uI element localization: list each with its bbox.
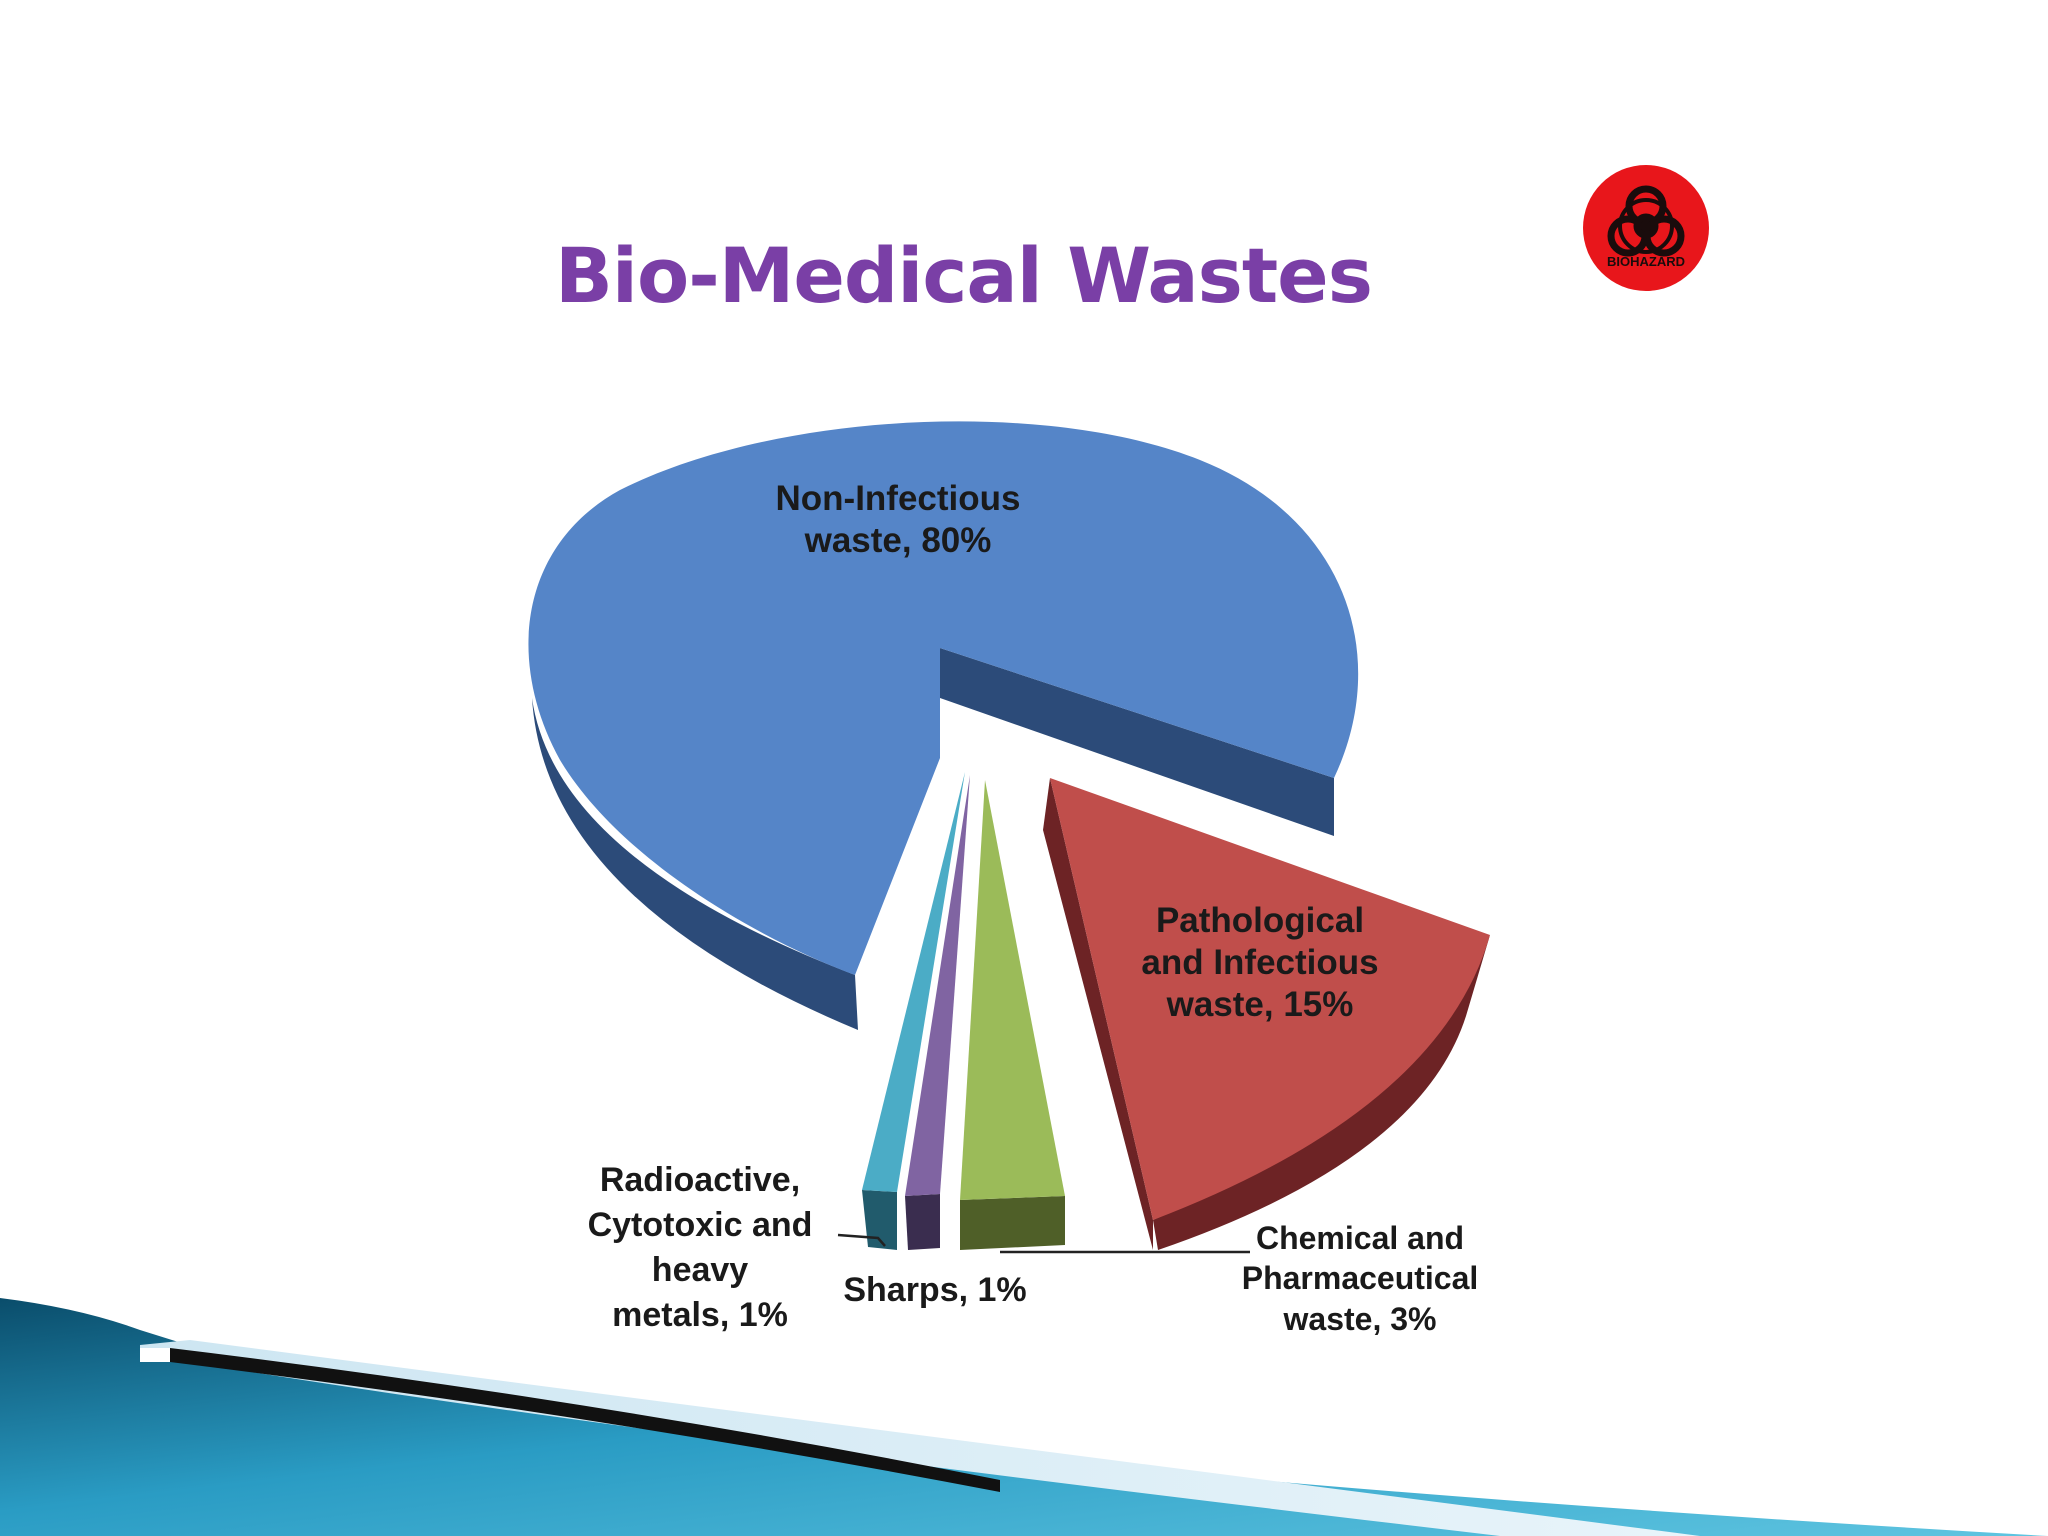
- label-line: waste, 3%: [1283, 1300, 1437, 1337]
- label-line: Pharmaceutical: [1241, 1260, 1479, 1297]
- label-non-infectious: Non-Infectious waste, 80%: [738, 478, 1058, 562]
- slice-sharps: [905, 775, 970, 1196]
- label-line: and Infectious: [1141, 943, 1379, 982]
- slice-side-sharps: [905, 1194, 940, 1250]
- label-line: Cytotoxic and: [587, 1205, 813, 1244]
- label-line: Chemical and: [1255, 1220, 1465, 1256]
- leader-line-radioactive: [837, 1233, 886, 1247]
- slice-side-radioactive: [862, 1190, 897, 1250]
- label-sharps: Sharps, 1%: [810, 1270, 1060, 1311]
- slice-radioactive: [862, 772, 965, 1192]
- label-line: waste, 80%: [804, 521, 992, 560]
- label-line: waste, 15%: [1166, 985, 1354, 1024]
- label-line: Non-Infectious: [775, 479, 1021, 518]
- slice-non-infectious: [528, 421, 1359, 975]
- label-line: Pathological: [1155, 901, 1365, 940]
- biohazard-icon: BIOHAZARD: [1583, 165, 1709, 291]
- label-line: Radioactive,: [599, 1161, 801, 1199]
- slice-pathological: [1050, 778, 1490, 1220]
- slice-side-pathological: [1153, 935, 1490, 1250]
- label-pathological: Pathological and Infectious waste, 15%: [1110, 900, 1410, 1026]
- slice-side-non-infectious-cut: [940, 648, 1334, 836]
- slice-chemical: [960, 780, 1065, 1200]
- slide-title: Bio-Medical Wastes: [555, 231, 1373, 320]
- label-line: Sharps, 1%: [843, 1271, 1027, 1309]
- biohazard-badge-text: BIOHAZARD: [1607, 254, 1685, 269]
- label-line: metals, 1%: [612, 1295, 788, 1334]
- label-line: heavy: [651, 1250, 749, 1289]
- slice-side-non-infectious: [532, 698, 858, 1030]
- label-radioactive: Radioactive, Cytotoxic and heavy metals,…: [555, 1158, 845, 1338]
- slice-side-pathological-cut: [1043, 778, 1153, 1250]
- slice-side-chemical: [960, 1196, 1065, 1250]
- label-chemical: Chemical and Pharmaceutical waste, 3%: [1210, 1218, 1510, 1339]
